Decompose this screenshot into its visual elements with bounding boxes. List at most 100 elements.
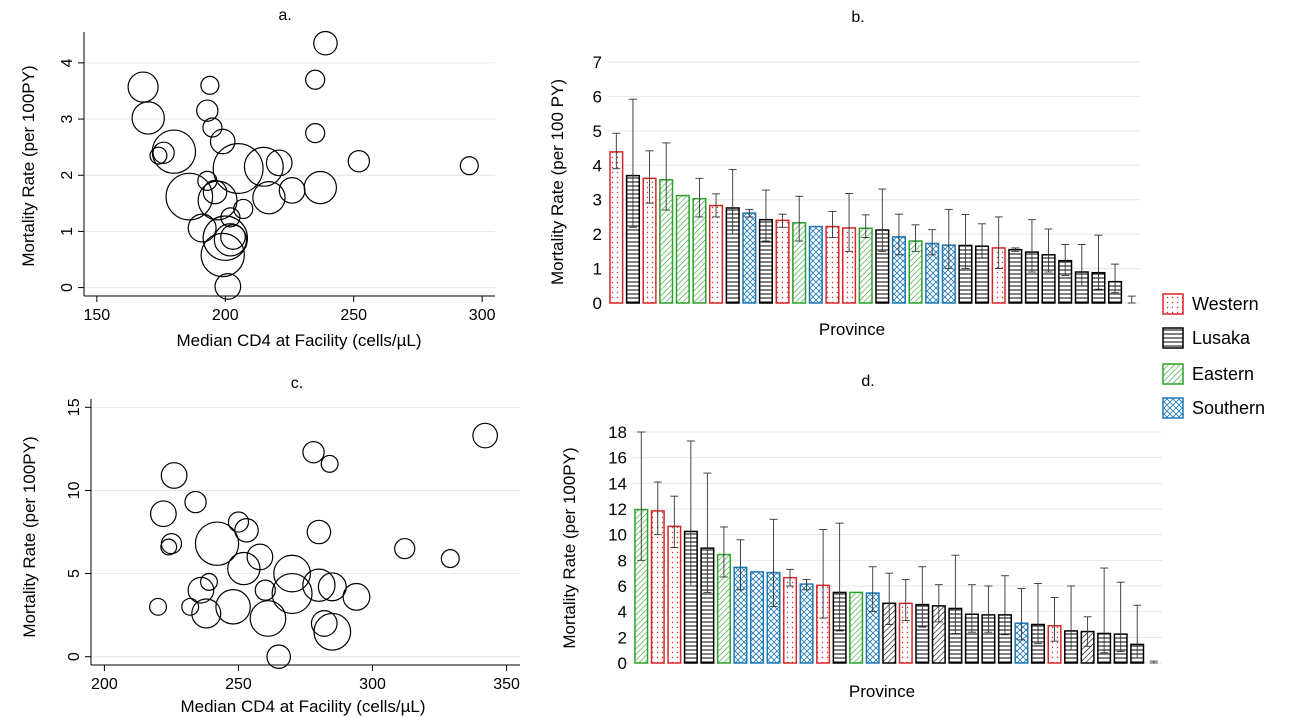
y-tick-label: 0: [66, 652, 83, 661]
legend-item-western: Western: [1162, 293, 1259, 315]
scatter-point: [200, 75, 220, 95]
scatter-point: [233, 198, 254, 220]
scatter-point: [342, 582, 371, 611]
scatter-point: [265, 149, 293, 177]
scatter-point: [303, 170, 338, 205]
y-tick-label: 5: [66, 569, 83, 578]
panel-a-title: a.: [278, 7, 291, 24]
scatter-point: [213, 223, 248, 257]
bar: [783, 576, 798, 664]
scatter-point: [131, 101, 165, 135]
scatter-point: [310, 610, 338, 637]
scatter-point: [440, 549, 460, 569]
y-tick-label: 1: [59, 227, 76, 236]
scatter-point: [246, 543, 274, 571]
y-tick-label: 12: [608, 500, 627, 519]
scatter-point: [202, 179, 228, 205]
bar: [708, 204, 724, 304]
legend-label-eastern: Eastern: [1192, 364, 1254, 384]
scatter-point: [187, 213, 217, 243]
scatter-point: [215, 589, 251, 625]
scatter-point: [191, 598, 222, 629]
scatter-point: [214, 273, 242, 300]
y-tick-label: 4: [593, 156, 602, 175]
scatter-point: [184, 490, 207, 514]
panel-c-xlabel: Median CD4 at Facility (cells/µL): [180, 697, 425, 716]
bar: [742, 212, 757, 304]
y-tick-label: 4: [618, 603, 627, 622]
x-tick-label: 200: [91, 676, 118, 693]
y-tick-label: 16: [608, 449, 627, 468]
y-tick-label: 0: [593, 294, 602, 313]
scatter-point: [305, 123, 326, 144]
y-tick-label: 5: [593, 122, 602, 141]
bar: [808, 225, 823, 304]
legend-swatch-western: [1162, 293, 1184, 315]
y-tick-label: 4: [59, 58, 76, 67]
scatter-point: [317, 572, 347, 602]
legend-item-southern: Southern: [1162, 397, 1265, 419]
panel-d: d. Province Mortality Rate (per 100PY) 0…: [560, 373, 1162, 701]
x-tick-label: 300: [359, 676, 386, 693]
legend-swatch-eastern: [1162, 363, 1184, 385]
bar: [858, 227, 873, 304]
panel-c-title: c.: [291, 375, 303, 392]
y-tick-label: 18: [608, 423, 627, 442]
legend: Western Lusaka Eastern Southern: [1162, 293, 1265, 419]
scatter-point: [196, 99, 219, 122]
scatter-point: [227, 551, 261, 586]
bar: [675, 194, 690, 304]
scatter-point: [320, 454, 339, 473]
panel-c-ylabel: Mortality Rate (per 100PY): [20, 436, 39, 637]
panel-d-xlabel: Province: [849, 682, 915, 701]
legend-label-lusaka: Lusaka: [1192, 328, 1251, 348]
scatter-point: [149, 500, 177, 528]
scatter-point: [181, 597, 200, 616]
scatter-point: [252, 181, 286, 215]
scatter-point: [151, 129, 197, 174]
scatter-point: [199, 572, 218, 591]
y-tick-label: 10: [66, 481, 83, 499]
scatter-point: [149, 597, 168, 616]
panel-b-title: b.: [851, 9, 864, 26]
scatter-point: [249, 600, 287, 637]
bar: [849, 591, 864, 664]
scatter-point: [306, 519, 332, 545]
panel-c: c. Median CD4 at Facility (cells/µL) Mor…: [20, 375, 520, 716]
scatter-point: [273, 554, 311, 593]
scatter-point: [227, 511, 250, 533]
scatter-point: [160, 462, 188, 489]
legend-label-southern: Southern: [1192, 398, 1265, 418]
panel-b-xlabel: Province: [819, 320, 885, 339]
scatter-point: [347, 149, 371, 173]
scatter-point: [187, 576, 215, 604]
y-tick-label: 1: [593, 260, 602, 279]
bar: [775, 219, 790, 304]
panel-d-title: d.: [861, 373, 874, 390]
scatter-point: [302, 568, 336, 602]
scatter-point: [305, 69, 326, 90]
x-tick-label: 350: [493, 676, 520, 693]
y-tick-label: 8: [618, 551, 627, 570]
panel-b: b. Province Mortality Rate (per 100 PY) …: [548, 9, 1140, 339]
scatter-point: [254, 579, 276, 601]
bar: [1008, 248, 1023, 304]
scatter-point: [313, 30, 338, 56]
x-tick-label: 300: [469, 307, 496, 324]
legend-item-lusaka: Lusaka: [1162, 327, 1251, 349]
scatter-point: [160, 532, 183, 555]
scatter-point: [197, 180, 238, 221]
scatter-point: [202, 117, 223, 138]
y-tick-label: 2: [593, 225, 602, 244]
scatter-point: [152, 141, 175, 164]
y-tick-label: 14: [608, 474, 627, 493]
legend-swatch-southern: [1162, 397, 1184, 419]
scatter-point: [127, 71, 159, 103]
scatter-point: [160, 538, 178, 556]
y-tick-label: 10: [608, 526, 627, 545]
panel-b-ylabel: Mortality Rate (per 100 PY): [548, 79, 567, 285]
scatter-point: [271, 572, 313, 615]
y-tick-label: 15: [66, 398, 83, 416]
y-tick-label: 0: [618, 654, 627, 673]
